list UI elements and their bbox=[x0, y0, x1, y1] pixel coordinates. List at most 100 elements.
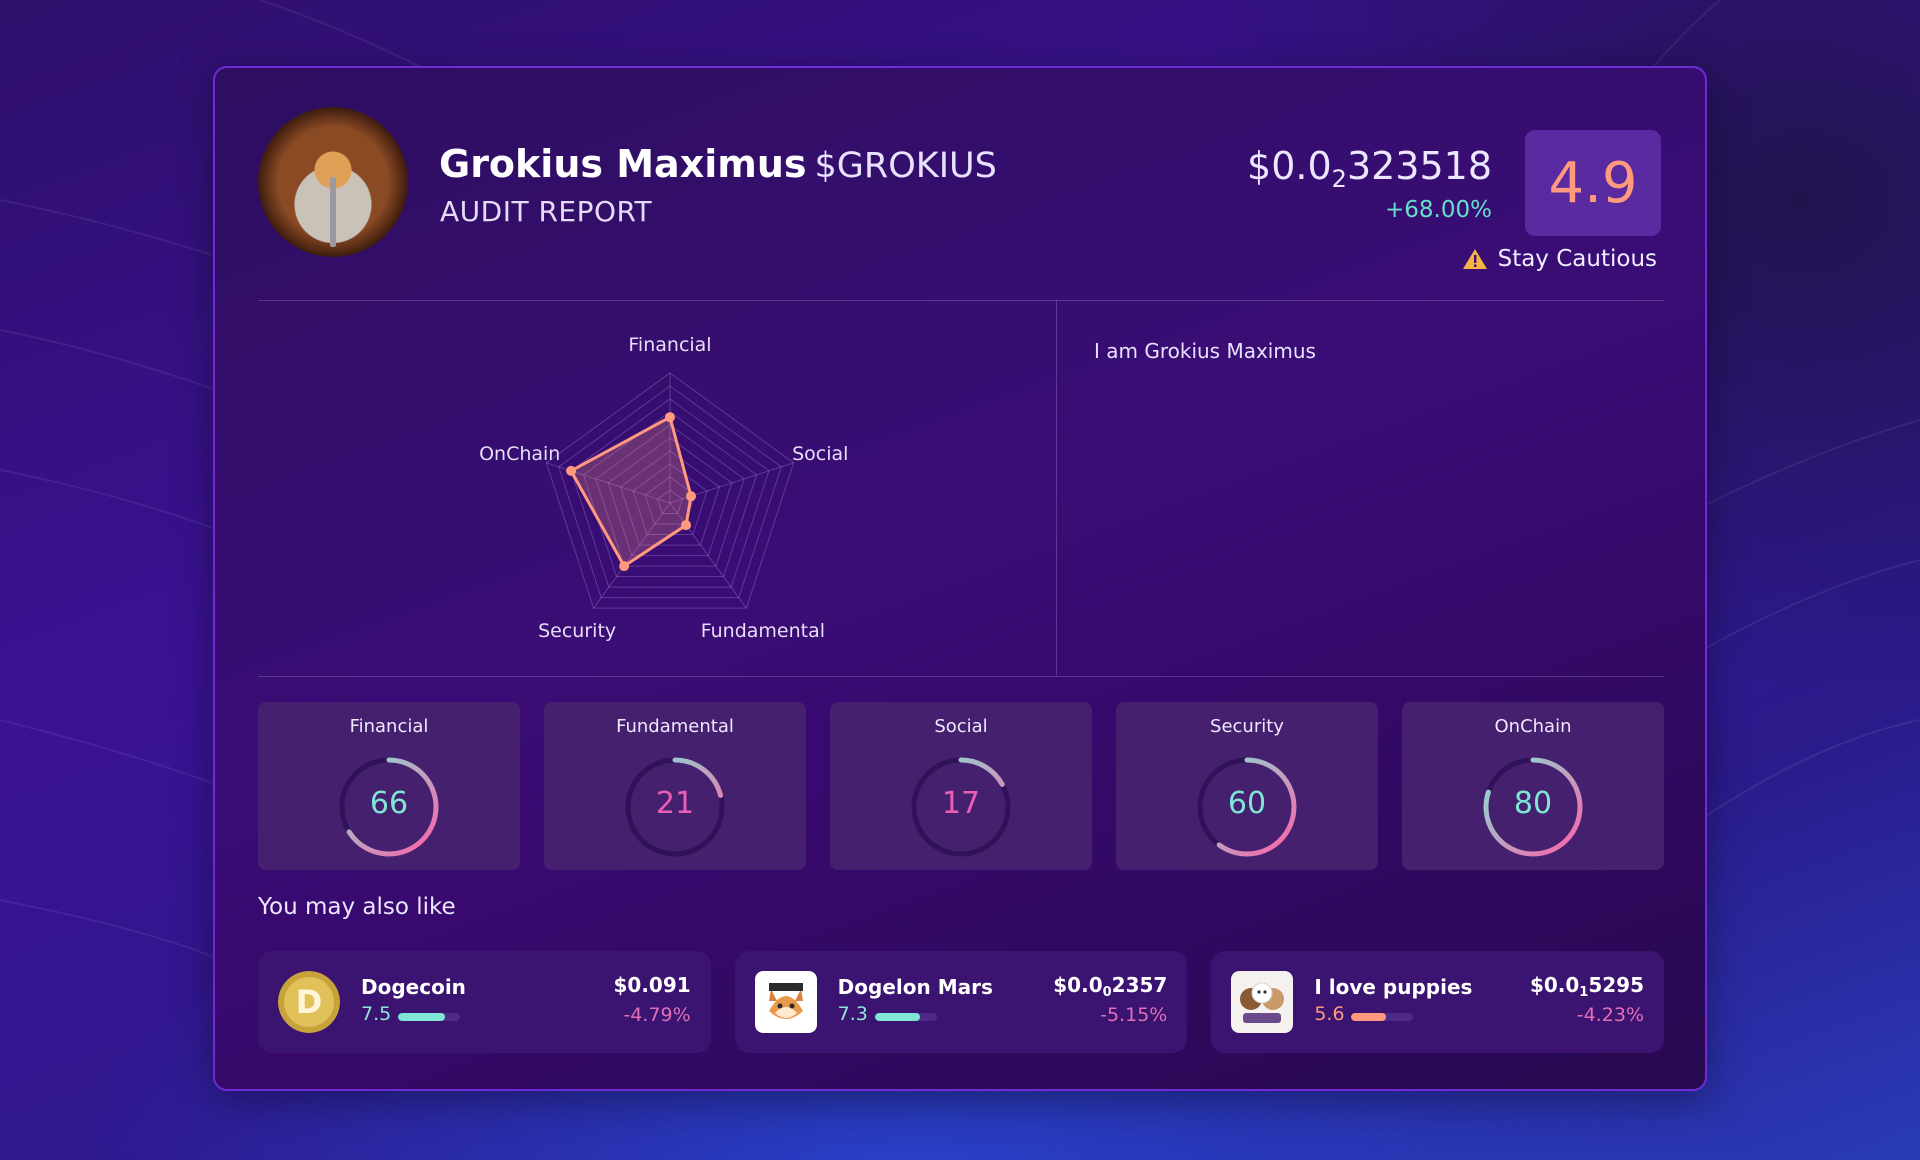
score-ring-progress bbox=[625, 757, 725, 857]
score-bar-fill bbox=[874, 1013, 920, 1021]
radar-axis-label: Fundamental bbox=[701, 620, 825, 642]
price-prefix: $0.0 bbox=[1247, 144, 1332, 188]
recommendation-price: $0.015295 bbox=[1530, 973, 1644, 1000]
score-card-security: Security 60 bbox=[1116, 702, 1378, 870]
warning-icon bbox=[1462, 249, 1487, 269]
recommendation-name: I love puppies bbox=[1314, 975, 1473, 999]
recommendation-score-bar bbox=[874, 1013, 937, 1021]
recommendation-name: Dogecoin bbox=[361, 975, 466, 999]
recommendation-change: -4.79% bbox=[623, 1004, 691, 1026]
score-card-value: 80 bbox=[1513, 786, 1553, 821]
price-zero-count: 2 bbox=[1331, 165, 1347, 193]
score-ring-progress bbox=[339, 757, 439, 857]
recommendation-change: -4.23% bbox=[1576, 1004, 1645, 1026]
score-ring bbox=[911, 757, 1011, 857]
score-ring-progress bbox=[911, 757, 1011, 857]
report-subtitle: AUDIT REPORT bbox=[440, 195, 653, 228]
score-ring bbox=[1197, 757, 1297, 857]
recommendation-score-bar bbox=[398, 1013, 460, 1021]
radar-grid-ring bbox=[657, 489, 683, 515]
score-card-label: Financial bbox=[349, 716, 429, 737]
price-zero-count: 1 bbox=[1579, 985, 1589, 1000]
radar-point bbox=[665, 412, 675, 423]
radar-point bbox=[566, 465, 577, 476]
score-card-label: Security bbox=[1210, 716, 1284, 737]
recommendation-change: -5.15% bbox=[1100, 1004, 1168, 1026]
divider-top bbox=[258, 300, 1664, 301]
score-card-value: 66 bbox=[369, 786, 409, 821]
risk-status-label: Stay Cautious bbox=[1497, 246, 1657, 272]
radar-point bbox=[686, 491, 697, 502]
score-card-label: Fundamental bbox=[616, 716, 734, 737]
score-ring-progress bbox=[1197, 757, 1297, 857]
score-ring bbox=[339, 757, 439, 857]
score-card-label: OnChain bbox=[1494, 716, 1572, 737]
radar-score-points bbox=[566, 412, 697, 572]
recommendation-score: 5.6 bbox=[1314, 1003, 1345, 1025]
recommendation-score-bar bbox=[1351, 1013, 1414, 1021]
radar-point bbox=[619, 561, 630, 572]
divider-vertical bbox=[1056, 300, 1057, 676]
recommendation-card-dogelon-mars[interactable]: Dogelon Mars 7.3 $0.002357 -5.15% bbox=[734, 951, 1188, 1053]
score-card-onchain: OnChain 80 bbox=[1402, 702, 1664, 870]
score-ring bbox=[1483, 757, 1583, 857]
token-price: $0.02323518 bbox=[1247, 144, 1492, 193]
price-digits: 2357 bbox=[1111, 973, 1168, 997]
recommendation-card-i-love-puppies[interactable]: I love puppies 5.6 $0.015295 -4.23% bbox=[1211, 951, 1665, 1053]
radar-point bbox=[681, 520, 692, 531]
radar-score-area bbox=[569, 415, 693, 568]
token-name: Grokius Maximus bbox=[439, 142, 807, 186]
score-card-value: 60 bbox=[1227, 786, 1267, 821]
radar-axis-line bbox=[669, 502, 747, 609]
price-digits: 323518 bbox=[1346, 144, 1492, 188]
radar-grid-ring bbox=[619, 450, 721, 546]
recommendations-list: D Dogecoin 7.5 $0.091 -4.79% Dogelon Mar… bbox=[258, 951, 1665, 1053]
score-cards: Financial 66 Fundamental 21 Social 17 Se… bbox=[258, 702, 1664, 870]
overall-score-badge: 4.9 bbox=[1525, 130, 1661, 236]
score-ring-progress bbox=[1483, 757, 1583, 857]
recommendations-title: You may also like bbox=[258, 894, 456, 920]
radar-grid-ring bbox=[545, 372, 795, 609]
divider-bottom bbox=[258, 676, 1664, 677]
radar-axis-label: OnChain bbox=[479, 443, 560, 465]
audit-report-card: Grokius Maximus $GROKIUS AUDIT REPORT $0.… bbox=[213, 66, 1707, 1091]
radar-grid-ring bbox=[558, 385, 782, 599]
price-prefix: $0.0 bbox=[1053, 973, 1103, 997]
token-symbol: $GROKIUS bbox=[814, 146, 997, 186]
score-card-fundamental: Fundamental 21 bbox=[544, 702, 806, 870]
score-bar-fill bbox=[398, 1013, 445, 1021]
dogelon-mars-logo-icon bbox=[754, 971, 817, 1033]
recommendation-card-dogecoin[interactable]: D Dogecoin 7.5 $0.091 -4.79% bbox=[258, 951, 711, 1053]
price-prefix: $0.091 bbox=[613, 973, 691, 997]
recommendation-name: Dogelon Mars bbox=[837, 975, 993, 999]
score-card-value: 21 bbox=[655, 786, 695, 821]
dogecoin-logo-icon: D bbox=[278, 971, 340, 1033]
recommendation-price: $0.091 bbox=[613, 973, 690, 1000]
radar-grid-ring bbox=[607, 437, 733, 557]
score-ring bbox=[625, 757, 725, 857]
radar-chart: Financial Social Fundamental Security OnChai… bbox=[479, 334, 848, 642]
price-zero-count: 0 bbox=[1102, 985, 1112, 1000]
price-digits: 5295 bbox=[1588, 973, 1645, 997]
puppies-logo-icon bbox=[1231, 971, 1294, 1033]
price-change: +68.00% bbox=[1385, 197, 1492, 223]
radar-axis-label: Social bbox=[792, 443, 848, 465]
radar-axis-labels: Financial Social Fundamental Security OnChai… bbox=[479, 334, 848, 642]
score-card-social: Social 17 bbox=[830, 702, 1092, 870]
radar-grid bbox=[545, 372, 795, 609]
svg-text:D: D bbox=[296, 983, 323, 1021]
score-card-value: 17 bbox=[941, 786, 981, 821]
recommendation-score: 7.3 bbox=[837, 1003, 868, 1025]
radar-axis-label: Security bbox=[538, 620, 616, 642]
token-avatar bbox=[258, 107, 408, 257]
price-prefix: $0.0 bbox=[1529, 973, 1580, 997]
risk-status: Stay Cautious bbox=[1462, 246, 1657, 272]
radar-grid-ring bbox=[582, 411, 758, 578]
recommendation-price: $0.002357 bbox=[1053, 973, 1167, 1000]
score-card-label: Social bbox=[934, 716, 988, 737]
radar-grid-ring bbox=[570, 398, 770, 588]
radar-axis-line bbox=[593, 502, 671, 609]
token-title: Grokius Maximus $GROKIUS bbox=[439, 142, 997, 186]
radar-grid-ring bbox=[595, 424, 745, 567]
recommendation-score: 7.5 bbox=[361, 1003, 392, 1025]
